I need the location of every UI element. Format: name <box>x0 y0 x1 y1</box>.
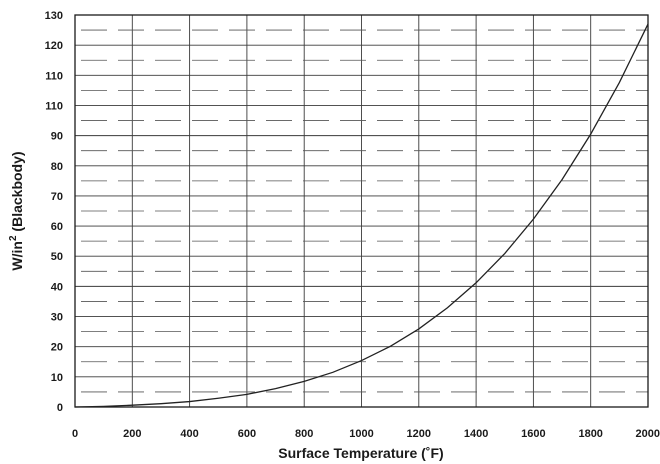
y-tick-label: 60 <box>51 221 63 233</box>
x-axis-title: Surface Temperature (˚F) <box>278 445 443 461</box>
y-tick-label: 110 <box>45 70 63 82</box>
x-tick-label: 600 <box>238 428 256 440</box>
y-axis-title: W/in2 (Blackbody) <box>8 151 25 270</box>
y-tick-label: 90 <box>51 131 63 143</box>
grid <box>75 15 648 407</box>
y-tick-label: 20 <box>51 342 63 354</box>
plot-frame <box>74 14 649 408</box>
x-tick-label: 2000 <box>636 428 660 440</box>
y-tick-label: 120 <box>45 40 63 52</box>
x-tick-label: 800 <box>295 428 313 440</box>
y-tick-label: 40 <box>51 281 63 293</box>
x-tick-label: 1600 <box>521 428 545 440</box>
series-layer <box>74 23 649 408</box>
x-tick-label: 1000 <box>349 428 373 440</box>
x-tick-label: 200 <box>123 428 141 440</box>
y-tick-labels: 0 10 20 30 40 50 60 70 80 90 110 110 120 130 <box>45 10 63 414</box>
y-tick-label: 10 <box>51 372 63 384</box>
y-tick-label: 110 <box>45 100 63 112</box>
y-axis-title-superscript: 2 <box>8 235 19 241</box>
y-tick-label: 80 <box>51 161 63 173</box>
y-axis-title-unit: W/in <box>9 241 25 271</box>
x-tick-label: 1800 <box>578 428 602 440</box>
y-tick-label: 0 <box>57 402 63 414</box>
y-axis-title-rest: (Blackbody) <box>9 151 25 235</box>
x-tick-label: 1400 <box>464 428 488 440</box>
x-tick-label: 1200 <box>407 428 431 440</box>
y-tick-label: 130 <box>45 10 63 22</box>
y-tick-label: 70 <box>51 191 63 203</box>
y-tick-label: 50 <box>51 251 63 263</box>
y-tick-label: 30 <box>51 312 63 324</box>
x-tick-label: 0 <box>72 428 78 440</box>
x-tick-label: 400 <box>180 428 198 440</box>
series-line-1 <box>74 23 649 408</box>
x-tick-labels: 0 200 400 600 800 1000 1200 1400 1600 1800 2000 <box>72 428 660 440</box>
